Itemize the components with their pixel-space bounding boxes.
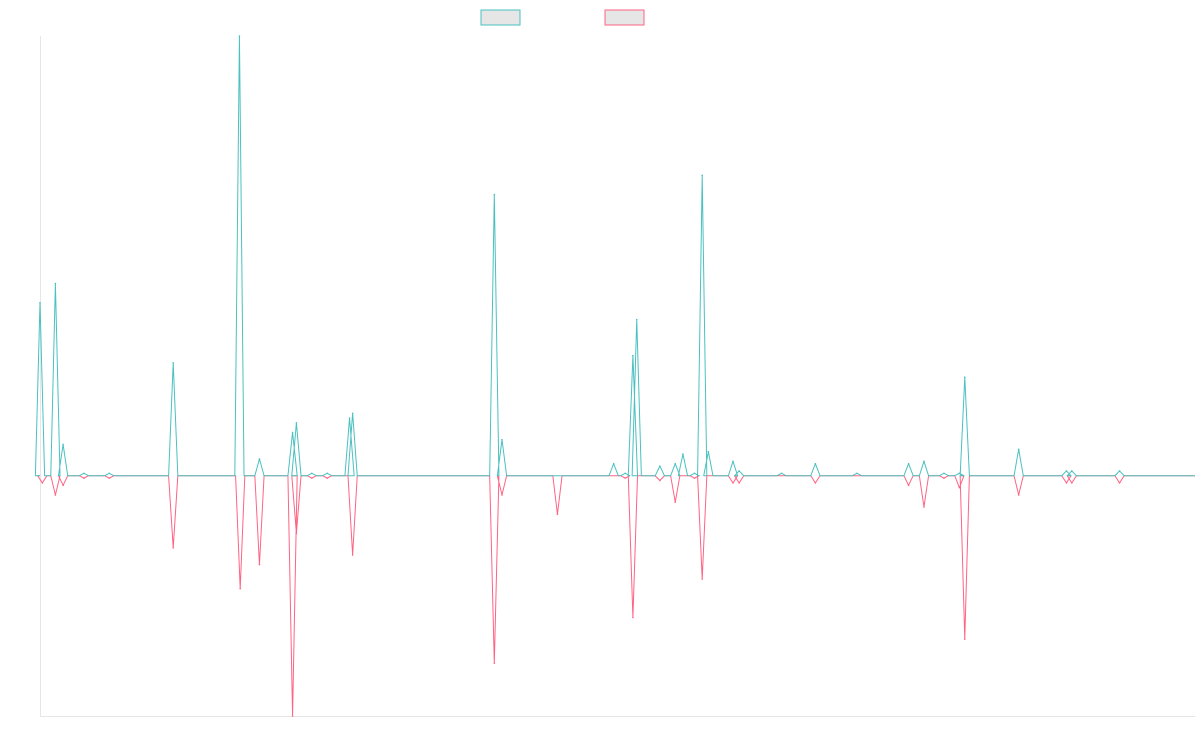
data-point-series-2-30[interactable]	[1017, 494, 1020, 496]
data-point-series-1-29[interactable]	[814, 462, 817, 465]
data-point-series-2-17[interactable]	[632, 616, 634, 619]
data-point-series-2-10[interactable]	[311, 477, 313, 479]
data-point-series-2-5[interactable]	[172, 547, 175, 549]
data-point-series-1-26[interactable]	[732, 460, 734, 463]
data-point-series-2-15[interactable]	[556, 513, 559, 515]
data-point-series-1-37[interactable]	[1065, 470, 1068, 472]
data-point-series-2-6[interactable]	[239, 587, 241, 590]
series-layer	[34, 35, 1195, 717]
data-point-series-2-2[interactable]	[62, 484, 64, 487]
data-point-series-2-21[interactable]	[701, 578, 703, 580]
data-point-series-2-28[interactable]	[958, 486, 961, 489]
data-point-series-2-19[interactable]	[674, 501, 677, 503]
data-point-series-1-28[interactable]	[780, 472, 783, 475]
data-point-series-1-13[interactable]	[351, 412, 354, 415]
data-point-series-2-0[interactable]	[41, 482, 44, 484]
data-point-series-1-22[interactable]	[682, 453, 684, 455]
data-point-series-1-23[interactable]	[693, 472, 696, 475]
data-point-series-1-11[interactable]	[326, 472, 329, 475]
data-point-series-2-22[interactable]	[732, 482, 734, 484]
data-point-series-1-12[interactable]	[348, 417, 351, 419]
data-point-series-2-20[interactable]	[693, 477, 696, 479]
data-point-series-1-18[interactable]	[632, 354, 634, 357]
data-point-series-2-25[interactable]	[907, 484, 910, 487]
data-point-series-1-4[interactable]	[108, 472, 111, 475]
data-point-series-1-2[interactable]	[62, 443, 64, 446]
data-point-series-1-14[interactable]	[493, 193, 496, 196]
data-point-series-2-26[interactable]	[923, 506, 925, 508]
data-point-series-2-23[interactable]	[738, 482, 740, 484]
data-point-series-1-7[interactable]	[258, 458, 261, 460]
data-point-series-2-12[interactable]	[351, 554, 354, 556]
data-point-series-2-16[interactable]	[624, 477, 626, 479]
series-line-2[interactable]	[37, 475, 1195, 717]
data-point-series-1-38[interactable]	[1071, 470, 1073, 472]
data-point-series-2-7[interactable]	[258, 563, 261, 566]
data-point-series-2-3[interactable]	[83, 477, 85, 479]
data-point-series-2-31[interactable]	[1065, 482, 1068, 484]
data-point-series-2-33[interactable]	[1118, 482, 1121, 484]
data-point-series-1-35[interactable]	[963, 376, 966, 379]
data-point-series-1-19[interactable]	[635, 318, 638, 321]
data-point-series-1-20[interactable]	[659, 465, 661, 467]
data-point-series-2-13[interactable]	[493, 662, 496, 664]
data-point-series-1-36[interactable]	[1017, 448, 1020, 451]
data-point-series-1-25[interactable]	[707, 450, 710, 453]
data-point-series-2-32[interactable]	[1071, 482, 1073, 484]
data-point-series-2-18[interactable]	[659, 479, 661, 482]
data-point-series-2-8[interactable]	[291, 715, 294, 717]
data-point-series-1-21[interactable]	[674, 462, 677, 465]
data-point-series-2-27[interactable]	[943, 477, 945, 479]
data-point-series-1-9[interactable]	[295, 422, 298, 424]
data-point-series-1-32[interactable]	[923, 460, 925, 463]
legend-swatch-series-2[interactable]	[604, 9, 645, 26]
data-point-series-1-31[interactable]	[907, 462, 910, 465]
data-point-series-1-39[interactable]	[1118, 470, 1121, 472]
data-point-series-2-29[interactable]	[963, 638, 966, 640]
data-point-series-2-11[interactable]	[326, 477, 329, 479]
data-point-series-1-33[interactable]	[943, 472, 945, 475]
data-point-series-1-24[interactable]	[701, 174, 703, 177]
data-point-series-1-3[interactable]	[83, 472, 85, 475]
legend-swatch-series-1[interactable]	[480, 9, 521, 26]
data-point-series-1-17[interactable]	[624, 472, 626, 475]
data-point-series-2-1[interactable]	[54, 494, 57, 496]
data-point-series-1-27[interactable]	[738, 470, 740, 472]
data-point-series-1-5[interactable]	[172, 361, 175, 364]
data-point-series-2-9[interactable]	[295, 532, 298, 535]
data-point-series-1-8[interactable]	[291, 431, 294, 434]
data-point-series-1-1[interactable]	[54, 282, 57, 285]
data-point-series-1-10[interactable]	[311, 472, 313, 475]
data-point-series-1-34[interactable]	[958, 472, 961, 475]
data-point-series-2-24[interactable]	[814, 482, 817, 484]
data-point-series-1-16[interactable]	[612, 462, 615, 465]
legend[interactable]	[480, 9, 645, 26]
data-point-series-1-6[interactable]	[238, 35, 241, 37]
data-point-series-2-14[interactable]	[501, 494, 503, 496]
series-line-1[interactable]	[34, 35, 1195, 477]
data-point-series-2-4[interactable]	[108, 477, 111, 479]
data-point-series-1-0[interactable]	[39, 301, 41, 304]
data-point-series-1-30[interactable]	[856, 472, 858, 475]
data-point-series-1-15[interactable]	[501, 438, 503, 441]
